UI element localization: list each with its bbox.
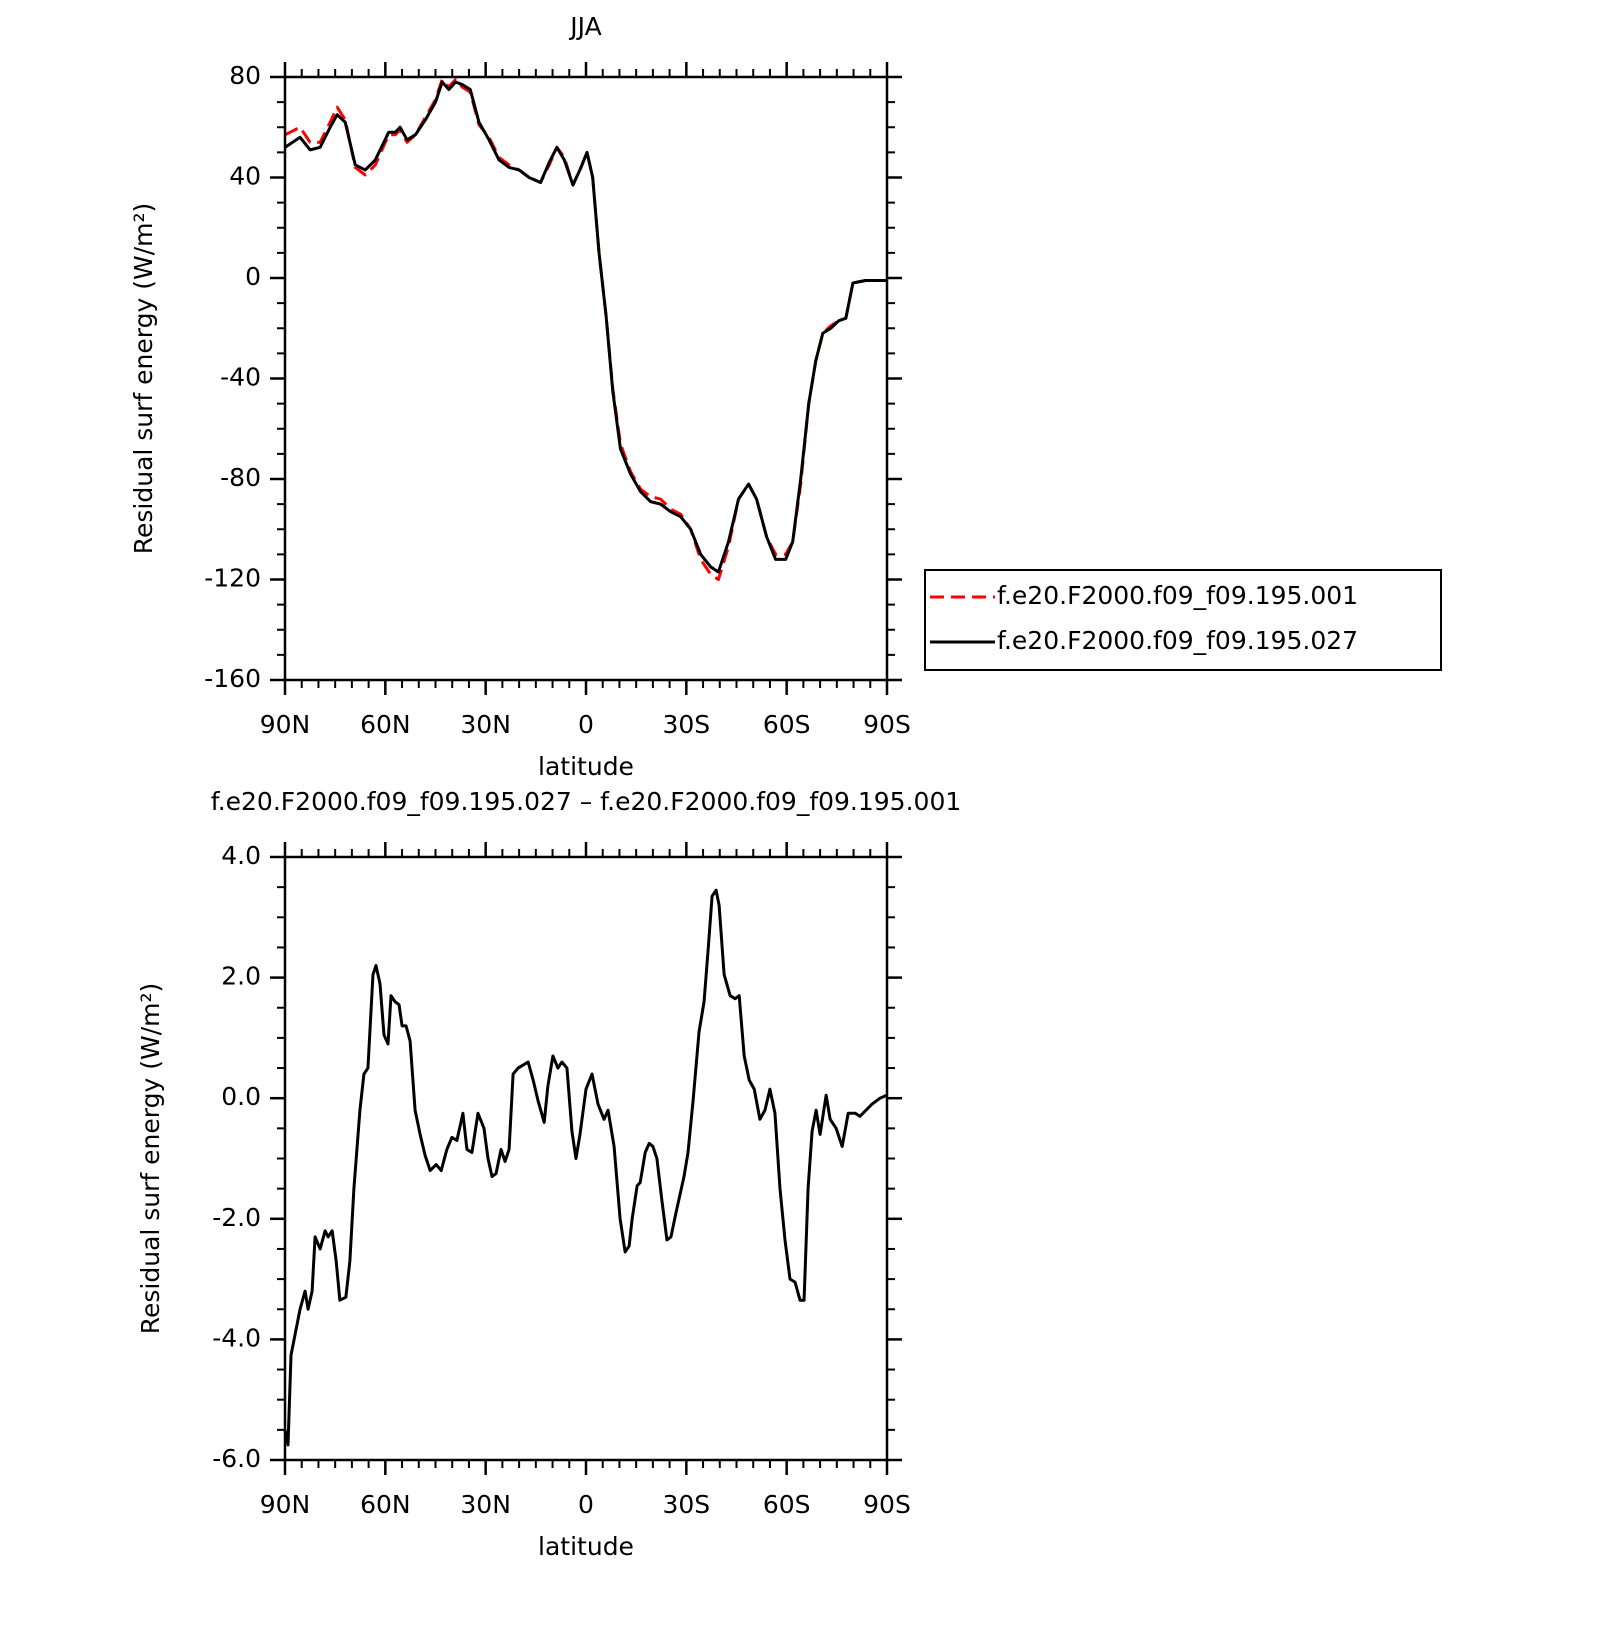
x-tick-label: 0: [578, 710, 594, 739]
y-tick-label: -80: [220, 463, 261, 492]
x-tick-label: 60N: [360, 1490, 411, 1519]
chart-title: JJA: [568, 12, 601, 41]
y-tick-label: 0.0: [221, 1082, 261, 1111]
x-tick-label: 60S: [763, 710, 811, 739]
y-axis-label: Residual surf energy (W/m²): [129, 203, 158, 555]
plot-frame: [283, 75, 889, 682]
y-tick-label: 2.0: [221, 962, 261, 991]
x-tick-label: 90S: [863, 710, 911, 739]
x-tick-label: 60N: [360, 710, 411, 739]
y-tick-label: -6.0: [212, 1444, 261, 1473]
y-axis-label: Residual surf energy (W/m²): [136, 983, 165, 1335]
x-tick-label: 90N: [260, 1490, 311, 1519]
x-tick-label: 0: [578, 1490, 594, 1519]
y-tick-label: -160: [204, 664, 261, 693]
x-tick-label: 30S: [662, 710, 710, 739]
data-line: [283, 888, 888, 1447]
x-tick-label: 90N: [260, 710, 311, 739]
y-tick-label: -2.0: [212, 1203, 261, 1232]
data-line: [284, 80, 887, 574]
x-axis-label: latitude: [538, 1532, 634, 1561]
y-tick-label: -120: [204, 564, 261, 593]
x-axis-label: latitude: [538, 752, 634, 781]
y-tick-label: 40: [229, 162, 261, 191]
plot-frame: [283, 855, 889, 1462]
x-tick-label: 30N: [460, 710, 511, 739]
legend-label: f.e20.F2000.f09_f09.195.027: [997, 626, 1358, 655]
chart-title: f.e20.F2000.f09_f09.195.027 – f.e20.F200…: [211, 787, 962, 816]
x-tick-label: 60S: [763, 1490, 811, 1519]
x-tick-label: 90S: [863, 1490, 911, 1519]
legend-box: [924, 569, 1442, 671]
x-tick-label: 30N: [460, 1490, 511, 1519]
legend-label: f.e20.F2000.f09_f09.195.001: [997, 581, 1358, 610]
y-tick-label: -40: [220, 363, 261, 392]
x-tick-label: 30S: [662, 1490, 710, 1519]
y-tick-label: -4.0: [212, 1323, 261, 1352]
y-tick-label: 0: [245, 262, 261, 291]
y-tick-label: 4.0: [221, 841, 261, 870]
y-tick-label: 80: [229, 61, 261, 90]
